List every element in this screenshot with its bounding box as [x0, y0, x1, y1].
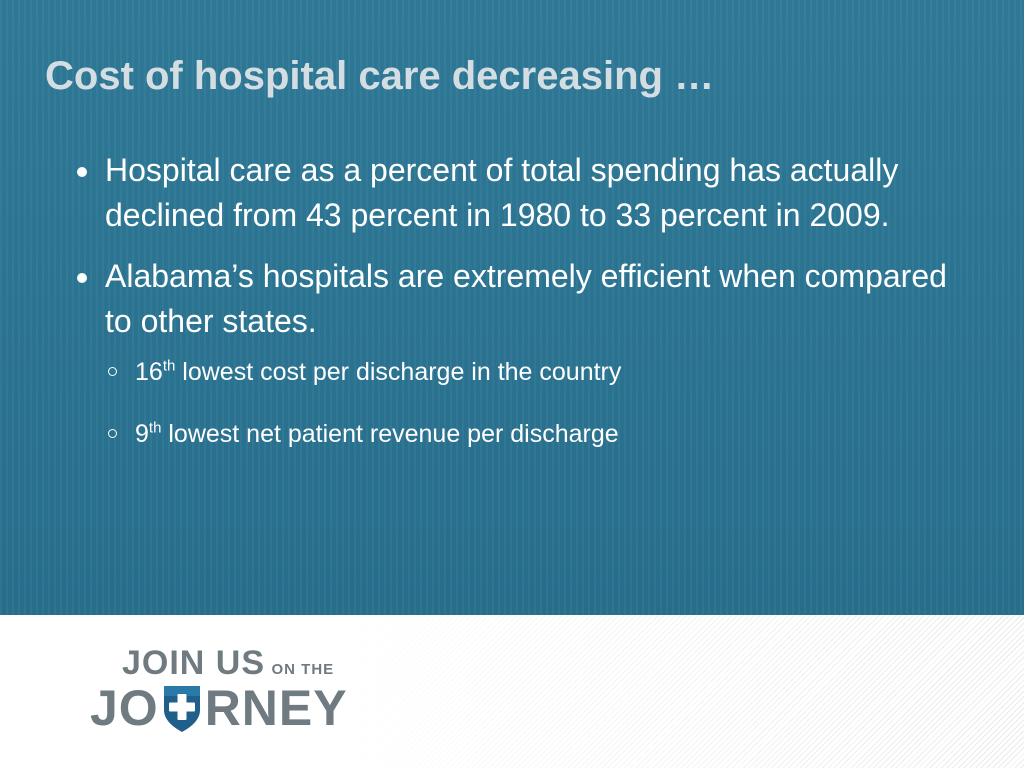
footer-stripe-pattern — [330, 615, 1024, 768]
bullet-item: Alabama’s hospitals are extremely effici… — [75, 254, 975, 452]
logo-line1: JOIN US ON THE — [122, 644, 334, 683]
bullet-list: Hospital care as a percent of total spen… — [75, 148, 975, 478]
sub-bullet-suffix: th — [148, 419, 162, 437]
join-us-logo: JOIN US ON THE JO RNEY — [90, 644, 390, 736]
sub-bullet-list: 16th lowest cost per discharge in the co… — [105, 354, 975, 452]
sub-bullet-item: 9th lowest net patient revenue per disch… — [105, 416, 975, 452]
logo-on-the-text: ON THE — [271, 661, 335, 678]
bullet-text: Hospital care as a percent of total spen… — [105, 152, 899, 233]
sub-bullet-suffix: th — [162, 357, 176, 375]
content-area: Cost of hospital care decreasing … Hospi… — [0, 0, 1024, 615]
shield-cross-icon — [163, 686, 200, 732]
sub-bullet-text: lowest net patient revenue per discharge — [161, 420, 619, 448]
bullet-dot-icon — [77, 167, 87, 177]
bullet-dot-icon — [77, 273, 87, 283]
sub-bullet-text: lowest cost per discharge in the country — [175, 358, 622, 386]
sub-bullet-ordinal: 16 — [135, 358, 163, 386]
bullet-text: Alabama’s hospitals are extremely effici… — [105, 258, 947, 339]
slide-title: Cost of hospital care decreasing … — [45, 54, 715, 98]
logo-line2: JO RNEY — [90, 680, 348, 736]
footer-area — [0, 615, 1024, 768]
sub-bullet-item: 16th lowest cost per discharge in the co… — [105, 354, 975, 390]
bullet-item: Hospital care as a percent of total spen… — [75, 148, 975, 238]
hollow-circle-icon — [108, 429, 117, 438]
logo-journey-left: JO — [90, 680, 159, 736]
logo-journey-right: RNEY — [204, 680, 348, 736]
logo-join-us-text: JOIN US — [122, 644, 266, 682]
sub-bullet-ordinal: 9 — [135, 420, 149, 448]
hollow-circle-icon — [108, 367, 117, 376]
